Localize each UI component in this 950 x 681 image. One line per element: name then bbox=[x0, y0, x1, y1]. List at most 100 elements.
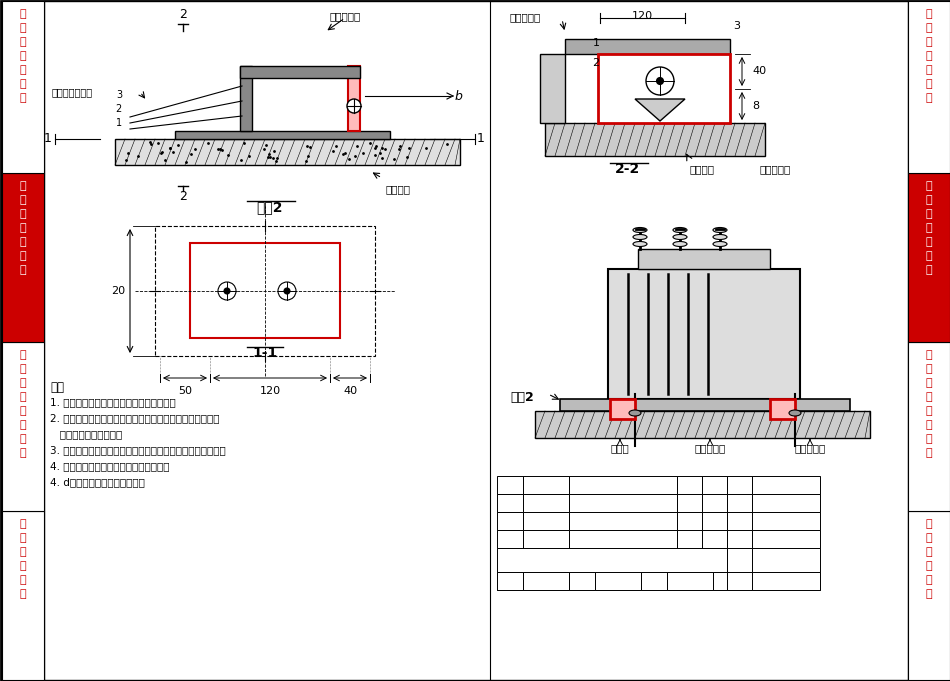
Ellipse shape bbox=[673, 227, 687, 232]
Bar bbox=[598, 54, 730, 123]
Text: 土: 土 bbox=[20, 181, 27, 191]
Ellipse shape bbox=[633, 227, 647, 232]
Text: 计: 计 bbox=[925, 223, 932, 233]
Text: 器: 器 bbox=[925, 37, 932, 47]
Text: 1: 1 bbox=[477, 133, 484, 146]
Text: 布: 布 bbox=[20, 65, 27, 75]
Circle shape bbox=[284, 288, 290, 294]
Text: 资: 资 bbox=[925, 575, 932, 585]
Bar bbox=[497, 572, 523, 590]
Bar bbox=[497, 548, 727, 572]
Text: 资: 资 bbox=[20, 575, 27, 585]
Bar bbox=[727, 494, 752, 512]
Bar bbox=[713, 572, 759, 590]
Bar bbox=[702, 494, 727, 512]
Text: —: — bbox=[781, 498, 791, 508]
Text: 40: 40 bbox=[343, 386, 357, 396]
Text: 安: 安 bbox=[20, 434, 27, 444]
Text: 名  称: 名 称 bbox=[536, 480, 556, 490]
Text: 台: 台 bbox=[686, 516, 693, 526]
Text: 变压器底座: 变压器底座 bbox=[694, 443, 726, 453]
Text: 序号: 序号 bbox=[504, 480, 516, 490]
Text: 4. 明细表中的数量为一个加固件的数量。: 4. 明细表中的数量为一个加固件的数量。 bbox=[50, 461, 169, 471]
Text: 设计: 设计 bbox=[648, 576, 660, 586]
Text: 器: 器 bbox=[20, 37, 27, 47]
Text: 图: 图 bbox=[20, 93, 27, 103]
Bar bbox=[752, 494, 820, 512]
Bar bbox=[727, 548, 752, 572]
Text: 压: 压 bbox=[925, 23, 932, 33]
Bar bbox=[702, 512, 727, 530]
Polygon shape bbox=[635, 99, 685, 121]
Text: 校对: 校对 bbox=[576, 576, 588, 586]
Text: 50: 50 bbox=[178, 386, 192, 396]
Text: 座与加固件连接固定。: 座与加固件连接固定。 bbox=[50, 429, 123, 439]
Text: 页: 页 bbox=[736, 576, 743, 586]
Text: 任: 任 bbox=[20, 237, 27, 247]
Bar bbox=[2, 511, 44, 680]
Text: M16X30 A3（镀锌）: M16X30 A3（镀锌） bbox=[580, 516, 665, 526]
Text: 图: 图 bbox=[20, 265, 27, 275]
Bar bbox=[569, 530, 677, 548]
Text: 3: 3 bbox=[712, 516, 718, 526]
Bar bbox=[175, 131, 390, 139]
Text: 设: 设 bbox=[925, 378, 932, 388]
Text: 黄 玙: 黄 玙 bbox=[682, 576, 697, 586]
Text: 3. 图中表示的压套每台变压器用四个，制作时注意两两对称。: 3. 图中表示的压套每台变压器用四个，制作时注意两两对称。 bbox=[50, 445, 226, 455]
Text: 计: 计 bbox=[20, 223, 27, 233]
Text: d=8  A3F: d=8 A3F bbox=[598, 534, 647, 544]
Bar bbox=[523, 530, 569, 548]
Bar bbox=[2, 173, 44, 342]
Bar bbox=[638, 249, 770, 269]
Bar bbox=[497, 512, 523, 530]
Text: M16 A3（镀锌）: M16 A3（镀锌） bbox=[591, 498, 655, 508]
Text: 数量: 数量 bbox=[709, 480, 721, 490]
Bar bbox=[677, 512, 702, 530]
Text: 2: 2 bbox=[179, 8, 187, 21]
Text: 设: 设 bbox=[20, 209, 27, 219]
Text: 建: 建 bbox=[925, 195, 932, 205]
Text: 关: 关 bbox=[925, 533, 932, 543]
Text: 2: 2 bbox=[506, 516, 513, 526]
Bar bbox=[908, 1, 950, 173]
Text: 装: 装 bbox=[20, 448, 27, 458]
Ellipse shape bbox=[713, 234, 727, 240]
Text: 建: 建 bbox=[20, 195, 27, 205]
Text: 17D201-4: 17D201-4 bbox=[755, 554, 817, 567]
Text: 审核: 审核 bbox=[504, 576, 516, 586]
Text: 构: 构 bbox=[925, 406, 932, 416]
Bar bbox=[497, 572, 820, 590]
Ellipse shape bbox=[633, 242, 647, 247]
Text: 3: 3 bbox=[712, 498, 718, 508]
Bar bbox=[569, 494, 677, 512]
Text: 方案2: 方案2 bbox=[256, 200, 283, 214]
Bar bbox=[565, 39, 730, 54]
Circle shape bbox=[278, 282, 296, 300]
Bar bbox=[908, 173, 950, 342]
Bar bbox=[677, 494, 702, 512]
Ellipse shape bbox=[673, 242, 687, 247]
Text: 1: 1 bbox=[44, 133, 52, 146]
Text: 安: 安 bbox=[925, 434, 932, 444]
Bar bbox=[677, 476, 702, 494]
Text: 土: 土 bbox=[925, 181, 932, 191]
Text: 装: 装 bbox=[925, 448, 932, 458]
Text: 单位: 单位 bbox=[683, 480, 695, 490]
Bar bbox=[523, 512, 569, 530]
Text: 置: 置 bbox=[925, 79, 932, 89]
Bar bbox=[727, 530, 752, 548]
Bar bbox=[667, 572, 713, 590]
Bar bbox=[569, 476, 677, 494]
Text: 任: 任 bbox=[925, 237, 932, 247]
Bar bbox=[908, 511, 950, 680]
Text: 1-1: 1-1 bbox=[253, 346, 277, 360]
Bar bbox=[535, 411, 870, 438]
Bar bbox=[770, 399, 795, 419]
Circle shape bbox=[218, 282, 236, 300]
Text: 预埋钢板: 预埋钢板 bbox=[690, 164, 715, 174]
Text: 预埋钢板: 预埋钢板 bbox=[385, 184, 410, 194]
Text: 料: 料 bbox=[20, 589, 27, 599]
Bar bbox=[908, 342, 950, 511]
Bar bbox=[348, 66, 360, 131]
Bar bbox=[497, 494, 523, 512]
